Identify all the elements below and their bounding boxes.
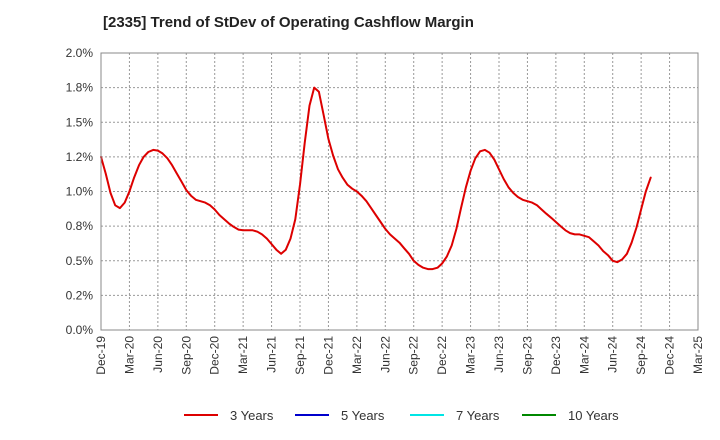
series-lines [100,86,652,271]
y-tick-label: 0.0% [66,323,94,337]
legend-swatch [295,414,329,416]
x-tick-label: Sep-21 [293,336,307,375]
y-tick-label: 0.2% [66,288,94,302]
x-tick-label: Jun-20 [151,336,165,373]
x-tick-label: Mar-23 [464,336,478,374]
x-tick-label: Dec-20 [208,336,222,375]
y-tick-label: 0.5% [66,254,94,268]
legend-label: 7 Years [456,407,500,423]
x-tick-label: Jun-21 [265,336,279,373]
y-tick-label: 1.2% [66,150,94,164]
x-tick-label: Jun-22 [378,336,392,373]
x-tick-label: Jun-23 [492,336,506,373]
y-tick-label: 1.0% [66,185,94,199]
legend-swatch [184,414,218,416]
x-tick-label: Dec-23 [549,336,563,375]
x-tick-label: Sep-24 [634,336,648,375]
x-tick-label: Mar-25 [691,336,705,374]
x-tick-label: Mar-21 [236,336,250,374]
legend: 3 Years 5 Years 7 Years 10 Years [0,405,720,427]
x-tick-label: Sep-22 [407,336,421,375]
x-tick-label: Mar-20 [122,336,136,374]
x-tick-label: Dec-22 [435,336,449,375]
legend-item: 7 Years [410,405,499,425]
x-tick-label: Mar-24 [577,336,591,374]
legend-swatch [410,414,444,416]
x-tick-label: Dec-21 [321,336,335,375]
series-line-3-years [100,86,652,271]
axes: 0.0% 0.2% 0.5% 0.8% 1.0% 1.2% 1.5% 1.8% 2.0% Dec-… [66,46,705,375]
legend-item: 5 Years [295,405,384,425]
y-tick-label: 2.0% [66,46,94,60]
y-tick-label: 0.8% [66,219,94,233]
x-tick-label: Mar-22 [350,336,364,374]
legend-swatch [522,414,556,416]
x-tick-label: Jun-24 [606,336,620,373]
legend-item: 3 Years [184,405,273,425]
legend-label: 10 Years [568,407,619,423]
x-tick-label: Sep-20 [179,336,193,375]
y-tick-label: 1.8% [66,81,94,95]
x-tick-label: Dec-24 [663,336,677,375]
legend-label: 3 Years [230,407,274,423]
x-tick-label: Dec-19 [94,336,108,375]
plot-frame [100,52,699,331]
y-tick-label: 1.5% [66,115,94,129]
legend-item: 10 Years [522,405,619,425]
chart-title: [2335] Trend of StDev of Operating Cashf… [103,14,474,31]
legend-label: 5 Years [341,407,385,423]
x-tick-label: Sep-23 [520,336,534,375]
grid [100,52,699,331]
